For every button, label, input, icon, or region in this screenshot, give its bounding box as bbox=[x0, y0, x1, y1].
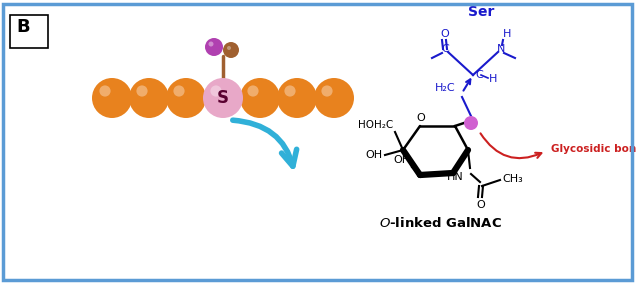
Circle shape bbox=[174, 85, 184, 97]
Circle shape bbox=[284, 85, 296, 97]
Circle shape bbox=[205, 38, 223, 56]
Text: HN: HN bbox=[447, 172, 464, 182]
Text: H: H bbox=[489, 74, 497, 84]
Circle shape bbox=[211, 85, 221, 97]
Text: OH: OH bbox=[393, 155, 410, 165]
Text: O: O bbox=[476, 200, 485, 210]
Circle shape bbox=[314, 78, 354, 118]
Circle shape bbox=[203, 78, 243, 118]
Circle shape bbox=[227, 46, 231, 50]
Circle shape bbox=[240, 78, 280, 118]
Text: $\it{O}$-linked GalNAC: $\it{O}$-linked GalNAC bbox=[379, 216, 502, 230]
Circle shape bbox=[464, 116, 478, 130]
Circle shape bbox=[166, 78, 206, 118]
Text: B: B bbox=[16, 18, 30, 36]
Circle shape bbox=[129, 78, 169, 118]
Circle shape bbox=[321, 85, 333, 97]
Circle shape bbox=[136, 85, 148, 97]
Text: H: H bbox=[503, 29, 511, 39]
Circle shape bbox=[223, 42, 239, 58]
Text: Ser: Ser bbox=[468, 5, 494, 19]
Text: N: N bbox=[497, 44, 505, 54]
Text: O: O bbox=[441, 29, 450, 39]
Circle shape bbox=[247, 85, 259, 97]
Text: O: O bbox=[417, 113, 425, 123]
Text: S: S bbox=[217, 89, 229, 107]
Circle shape bbox=[99, 85, 111, 97]
Circle shape bbox=[209, 42, 214, 46]
Text: CH₃: CH₃ bbox=[502, 174, 523, 184]
Text: OH: OH bbox=[366, 150, 383, 160]
Text: HOH₂C: HOH₂C bbox=[357, 120, 393, 130]
Circle shape bbox=[92, 78, 132, 118]
Text: Glycosidic bond: Glycosidic bond bbox=[551, 144, 636, 154]
Circle shape bbox=[277, 78, 317, 118]
Text: C: C bbox=[475, 70, 483, 80]
Text: C: C bbox=[441, 44, 449, 54]
Text: O: O bbox=[466, 118, 476, 128]
Text: H₂C: H₂C bbox=[434, 83, 455, 93]
